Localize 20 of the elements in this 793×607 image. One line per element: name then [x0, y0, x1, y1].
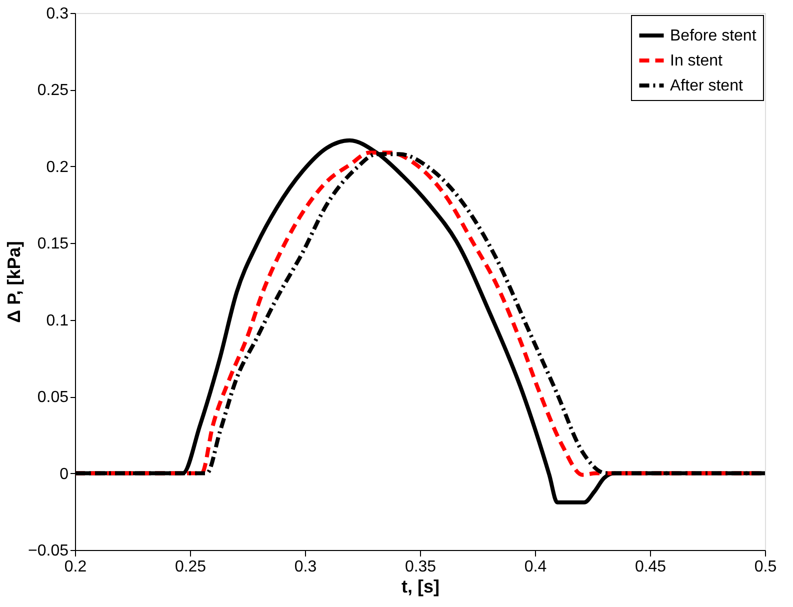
- x-tick-label: 0.4: [524, 558, 547, 576]
- y-axis-title: Δ P, [kPa]: [4, 241, 24, 323]
- x-tick-label: 0.25: [174, 558, 206, 576]
- legend-label: Before stent: [670, 28, 757, 44]
- x-axis-title: t, [s]: [402, 576, 440, 596]
- y-tick-label: 0.15: [37, 236, 69, 253]
- y-tick-label: 0.2: [46, 158, 69, 176]
- legend-label: After stent: [670, 78, 744, 94]
- y-tick-label: 0.1: [46, 312, 69, 330]
- legend-label: In stent: [670, 52, 724, 70]
- x-tick-label: 0.2: [64, 558, 87, 576]
- x-tick-label: 0.3: [294, 558, 317, 576]
- x-tick-label: 0.45: [634, 558, 666, 576]
- y-tick-label: 0.3: [46, 6, 69, 22]
- y-tick-label: 0: [60, 466, 69, 483]
- x-tick-label: 0.35: [404, 558, 436, 576]
- y-tick-label: 0.05: [37, 389, 69, 406]
- y-tick-label: −0.05: [28, 542, 69, 560]
- y-tick-label: 0.25: [37, 82, 69, 100]
- x-tick-label: 0.5: [754, 558, 777, 576]
